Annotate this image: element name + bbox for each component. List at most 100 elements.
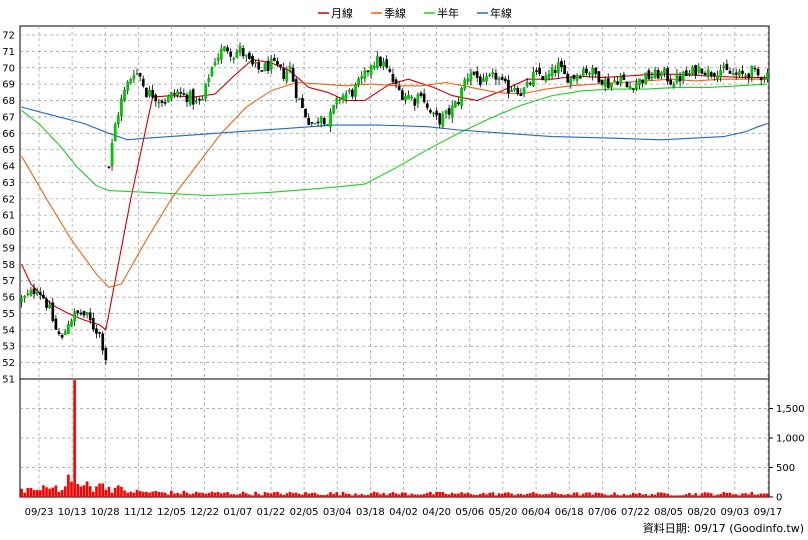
candle-body	[341, 95, 345, 101]
volume-bar	[282, 494, 286, 497]
volume-bar	[70, 481, 73, 497]
candle-body	[744, 75, 747, 77]
candle-body	[188, 91, 192, 105]
volume-bar	[241, 491, 245, 497]
volume-bar	[566, 494, 570, 497]
volume-bar	[332, 493, 335, 497]
candle-body	[35, 291, 39, 295]
price-tick-label: 67	[2, 112, 15, 123]
volume-bar	[101, 483, 105, 497]
volume-bar	[394, 493, 398, 497]
candle-body	[709, 71, 713, 76]
volume-bar	[297, 493, 301, 497]
candle-body	[263, 63, 267, 72]
candle-body	[110, 142, 114, 166]
volume-bar	[672, 495, 676, 497]
candle-body	[57, 331, 61, 334]
volume-bar	[157, 491, 161, 497]
candle-body	[232, 57, 236, 60]
price-tick-label: 56	[2, 293, 15, 304]
volume-bar	[201, 492, 204, 497]
candle-body	[394, 79, 398, 85]
candle-body	[98, 332, 101, 334]
volume-bar	[588, 492, 591, 497]
price-tick-label: 70	[2, 63, 15, 74]
volume-bar	[145, 491, 148, 497]
candle-body	[338, 99, 342, 101]
volume-bar	[581, 493, 585, 497]
candle-body	[762, 78, 766, 80]
volume-bar	[425, 493, 429, 497]
candle-body	[241, 48, 245, 57]
candle-body	[216, 57, 220, 61]
candle-body	[613, 80, 616, 83]
price-tick-label: 62	[2, 194, 15, 205]
candle-body	[254, 62, 257, 64]
candle-body	[107, 166, 111, 168]
candle-body	[273, 57, 276, 61]
candle-body	[663, 68, 666, 74]
candle-body	[407, 94, 410, 100]
volume-bar	[650, 493, 654, 497]
volume-bar	[762, 493, 766, 497]
volume-bar	[675, 495, 679, 497]
price-tick-label: 68	[2, 96, 15, 107]
candle-body	[600, 79, 604, 85]
volume-bar	[419, 494, 423, 497]
candle-body	[26, 293, 30, 295]
volume-bar	[750, 491, 754, 497]
date-tick-label: 06/18	[555, 507, 584, 518]
volume-bar	[413, 494, 417, 497]
volume-bar	[276, 491, 279, 497]
candle-body	[160, 100, 164, 103]
candle-body	[756, 68, 760, 76]
volume-bar	[363, 495, 367, 497]
volume-panel: 1,500 1,000 500 0	[19, 378, 805, 504]
candle-body	[647, 70, 651, 80]
volume-bar	[301, 494, 304, 497]
candle-body	[354, 84, 357, 97]
volume-bar	[734, 494, 738, 497]
volume-bar	[563, 494, 566, 497]
volume-bar	[376, 492, 379, 497]
volume-bar	[85, 481, 89, 497]
volume-bar	[188, 494, 192, 497]
date-tick-label: 12/22	[190, 507, 219, 518]
candle-body	[528, 82, 532, 85]
candle-body	[319, 116, 323, 124]
volume-bar	[366, 494, 370, 497]
volume-bar	[279, 493, 282, 497]
legend-label-1: 季線	[384, 6, 406, 20]
volume-bar	[372, 491, 376, 497]
volume-bar	[759, 493, 763, 497]
volume-bar	[357, 495, 360, 497]
volume-bar	[307, 493, 311, 497]
candle-body	[304, 108, 307, 118]
date-tick-label: 12/05	[157, 507, 186, 518]
date-tick-label: 11/12	[124, 507, 153, 518]
volume-bar	[26, 487, 30, 497]
candle-body	[597, 71, 601, 83]
candle-body	[535, 70, 538, 72]
candle-body	[616, 81, 619, 85]
candle-body	[154, 94, 158, 102]
candle-body	[404, 96, 407, 101]
volume-bar	[329, 492, 332, 497]
candle-body	[23, 295, 27, 298]
candle-body	[244, 54, 248, 57]
volume-bar	[572, 492, 576, 497]
volume-bar	[151, 491, 154, 497]
volume-bar	[463, 493, 467, 497]
volume-bar	[491, 492, 495, 497]
candle-body	[104, 347, 108, 361]
volume-bar	[741, 493, 744, 497]
candle-body	[113, 123, 117, 142]
volume-tick-label: 1,000	[776, 434, 805, 445]
volume-bar	[170, 490, 173, 497]
candle-body	[372, 65, 376, 69]
candle-body	[260, 70, 264, 72]
candle-body	[438, 113, 442, 125]
data-date-source: 資料日期: 09/17 (Goodinfo.tw)	[643, 521, 804, 535]
candle-body	[375, 56, 379, 68]
candle-body	[628, 85, 632, 89]
